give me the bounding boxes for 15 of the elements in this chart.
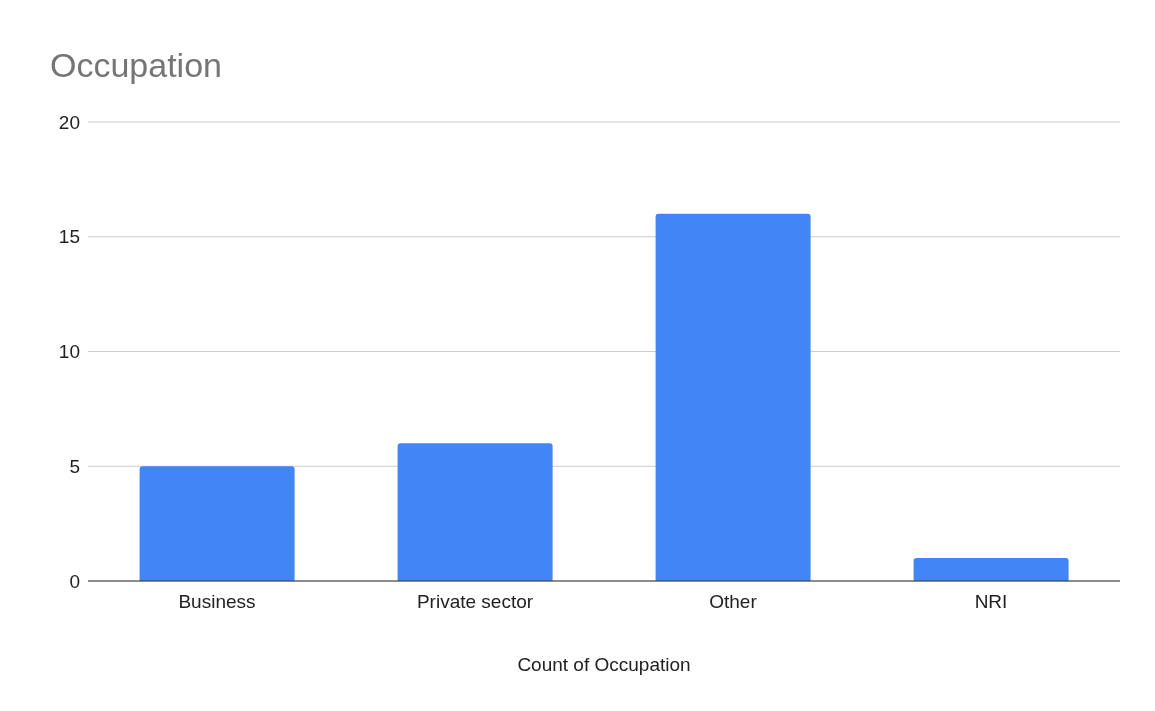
bar [397, 443, 553, 581]
x-tick-label: Private sector [416, 591, 534, 613]
bar [913, 558, 1069, 581]
x-tick-label: Business [178, 591, 256, 613]
y-tick-label: 0 [69, 570, 80, 592]
y-tick-label: 10 [58, 341, 80, 363]
y-tick-label: 5 [69, 455, 80, 477]
bar [655, 213, 811, 581]
y-tick-label: 20 [58, 111, 80, 133]
x-tick-label: NRI [974, 591, 1008, 613]
x-axis-title: Count of Occupation [517, 654, 691, 675]
x-tick-label: Other [709, 591, 758, 613]
bar [139, 466, 295, 581]
chart-title: Occupation [50, 46, 222, 85]
y-tick-label: 15 [58, 226, 80, 248]
